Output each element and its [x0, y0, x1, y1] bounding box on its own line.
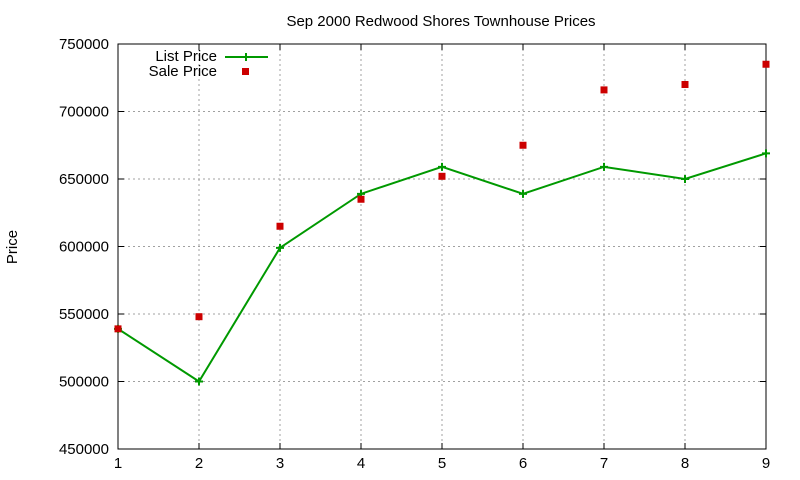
- sale-price-point: [438, 172, 446, 180]
- y-tick-label: 600000: [59, 239, 109, 256]
- y-tick-label: 550000: [59, 306, 109, 323]
- sale-price-point: [195, 313, 203, 321]
- x-tick-label: 7: [600, 455, 608, 472]
- sale-price-point: [681, 81, 689, 88]
- series-layer: [114, 60, 770, 386]
- x-tick-label: 3: [276, 455, 284, 472]
- list-price-point: [195, 377, 203, 386]
- plot-frame: [117, 43, 767, 450]
- list-price-point: [762, 149, 770, 158]
- legend-label-sale-price: Sale Price: [149, 63, 217, 80]
- legend: List Price Sale Price: [149, 48, 268, 80]
- y-tick-label: 500000: [59, 374, 109, 391]
- y-tick-label: 650000: [59, 171, 109, 188]
- list-price-point: [600, 162, 608, 171]
- chart-title: Sep 2000 Redwood Shores Townhouse Prices: [286, 13, 595, 30]
- y-tick-label: 700000: [59, 104, 109, 121]
- grid: [118, 44, 766, 449]
- sale-price-point: [519, 141, 527, 149]
- sale-price-point: [600, 86, 608, 94]
- sale-price-point: [114, 325, 122, 333]
- sale-price-point: [276, 222, 284, 230]
- series-list-price-line: [117, 152, 767, 383]
- x-tick-label: 6: [519, 455, 527, 472]
- x-tick-label: 5: [438, 455, 446, 472]
- x-tick-label: 8: [681, 455, 689, 472]
- sale-price-point: [762, 60, 770, 68]
- list-price-point: [519, 189, 527, 198]
- list-price-point: [276, 243, 284, 252]
- legend-swatch-sale-price-marker: [242, 68, 249, 75]
- y-tick-label: 450000: [59, 441, 109, 458]
- x-tick-label: 4: [357, 455, 365, 472]
- axis-ticks: 1 2 3 4 5 6 7 8 9 450000 500000 550000 600000 650000 7…: [59, 36, 770, 472]
- y-axis-label: Price: [4, 230, 21, 264]
- legend-label-list-price: List Price: [155, 48, 217, 65]
- list-price-point: [438, 162, 446, 171]
- x-tick-label: 1: [114, 455, 122, 472]
- sale-price-point: [357, 195, 365, 203]
- x-tick-label: 2: [195, 455, 203, 472]
- y-tick-label: 750000: [59, 36, 109, 53]
- legend-swatch-list-price-marker: [242, 53, 250, 61]
- x-tick-label: 9: [762, 455, 770, 472]
- list-price-point: [681, 175, 689, 183]
